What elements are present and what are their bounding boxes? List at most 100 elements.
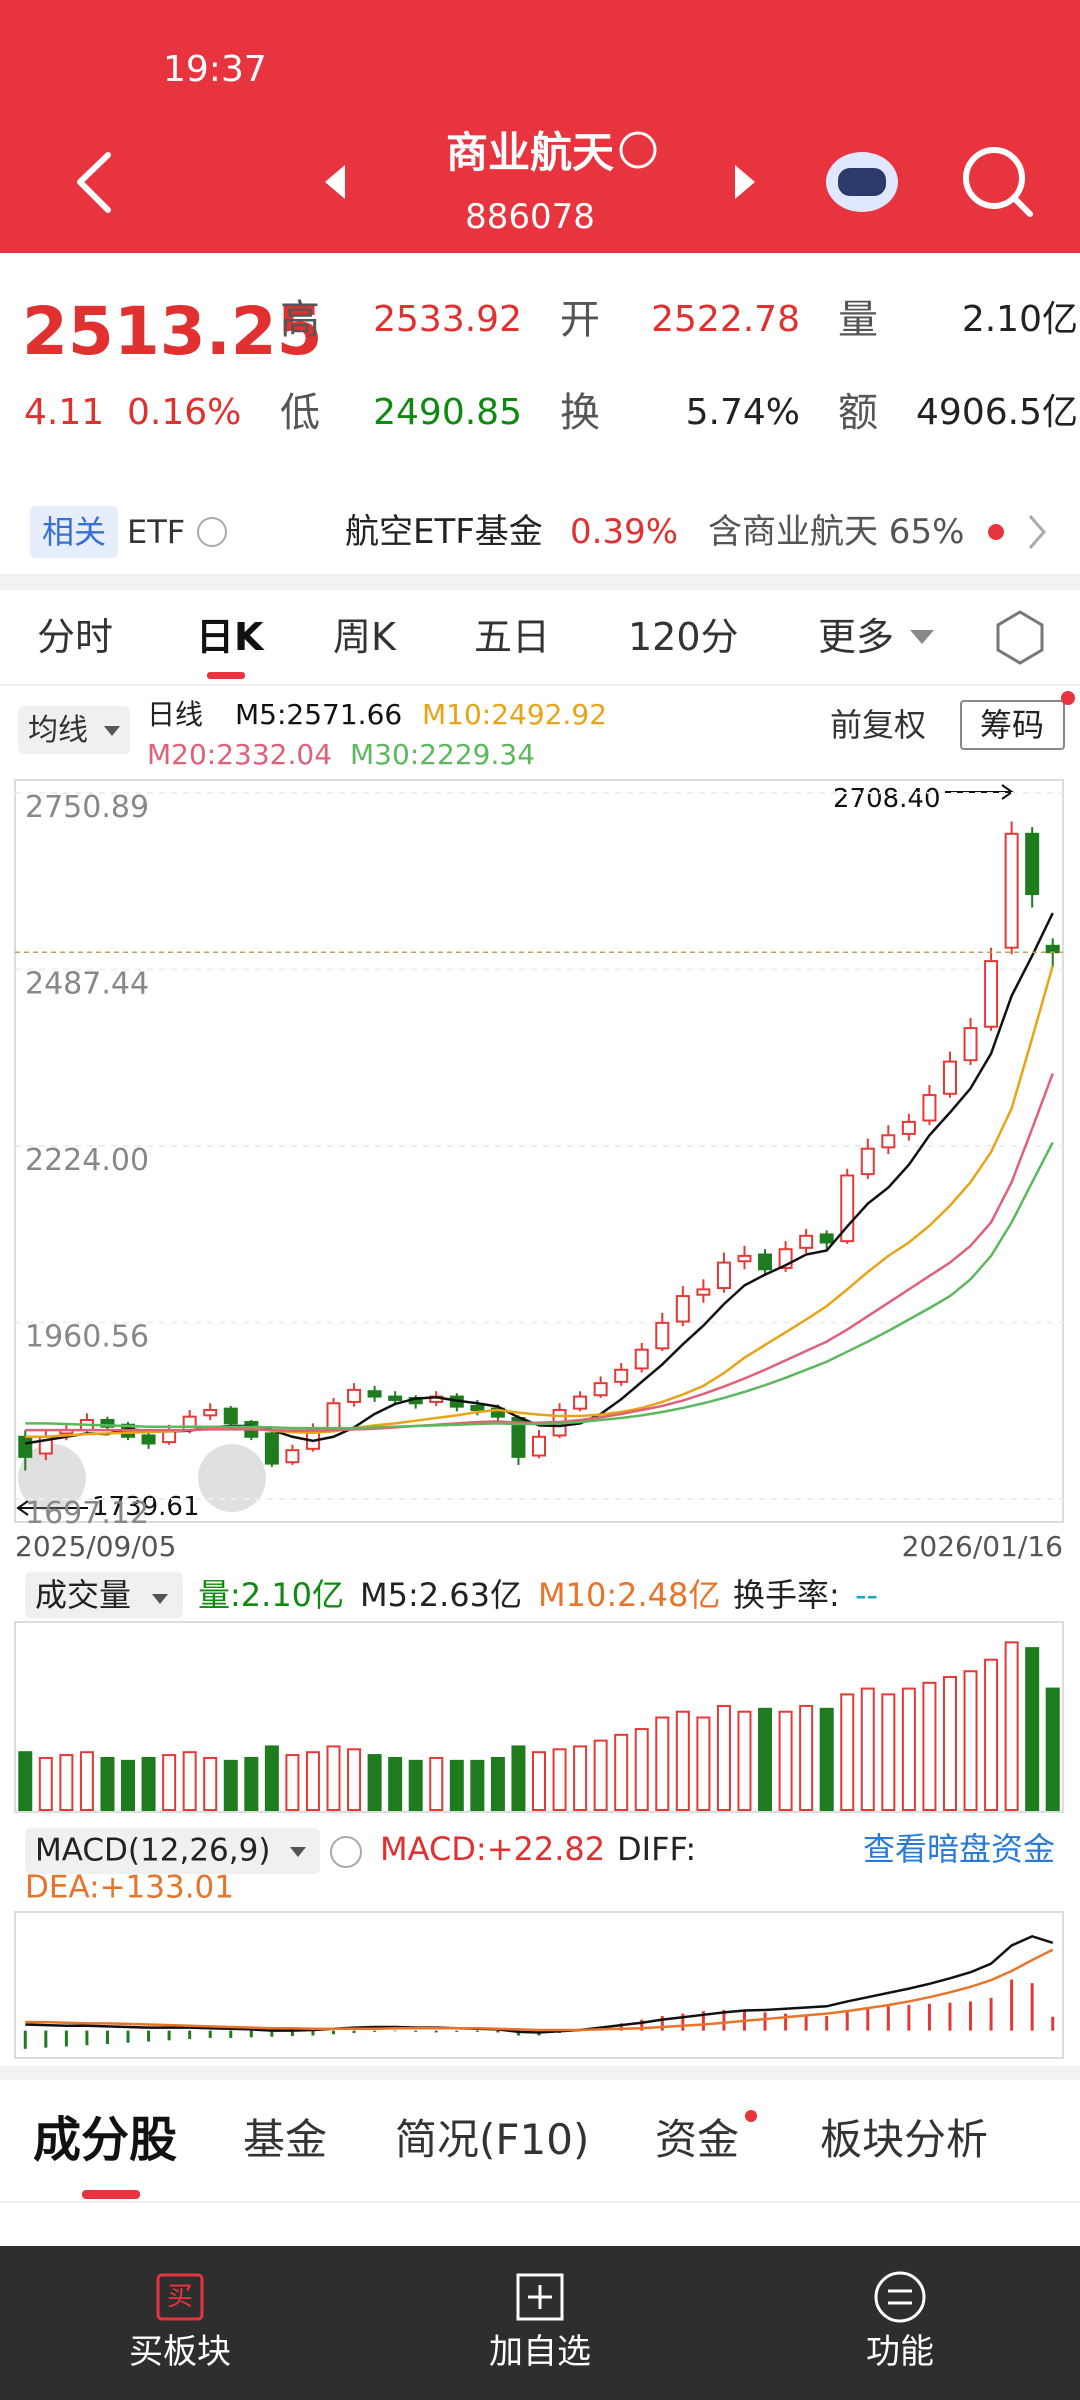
tab[interactable]: 五日	[474, 615, 551, 659]
header	[0, 0, 1080, 253]
volume-bar	[367, 1754, 382, 1811]
candle-body	[634, 1348, 649, 1370]
candle-body	[922, 1094, 937, 1122]
field-value: 2490.85	[373, 392, 522, 433]
nav-item[interactable]: 买板块	[129, 2332, 231, 2372]
field-label: 量	[838, 297, 878, 343]
volume-bar	[696, 1716, 711, 1811]
nav-item[interactable]: 加自选	[489, 2332, 591, 2372]
volume-bar	[963, 1670, 978, 1811]
bottom-tab[interactable]: 资金	[655, 2115, 740, 2164]
chevron[interactable]	[1028, 515, 1046, 549]
volume-bar	[655, 1716, 670, 1811]
tab[interactable]: 周K	[333, 615, 396, 659]
tab[interactable]: 分时	[37, 615, 114, 659]
tag: 相关	[41, 513, 107, 551]
macd-selector[interactable]: MACD(12,26,9)	[35, 1832, 271, 1869]
tab-active[interactable]: 日K	[196, 615, 264, 659]
next-icon[interactable]	[735, 165, 755, 199]
volume-bar	[79, 1751, 94, 1811]
volume-selector[interactable]: 成交量	[35, 1576, 132, 1614]
add-icon[interactable]	[516, 2273, 564, 2321]
buy-icon[interactable]	[156, 2273, 204, 2321]
volume-bar	[1025, 1647, 1040, 1811]
candle-body	[1045, 944, 1060, 954]
min-arrow-head	[16, 1500, 29, 1516]
volume-legend: M10:2.48亿	[538, 1576, 721, 1614]
bottom-tab[interactable]: 简况(F10)	[395, 2115, 590, 2164]
volume-bar	[593, 1739, 608, 1811]
more-caret	[910, 630, 934, 644]
header-icons	[77, 131, 1033, 217]
volume-bar	[100, 1756, 115, 1811]
dot	[988, 524, 1004, 540]
help-icon[interactable]	[330, 1836, 362, 1868]
candle-body	[881, 1134, 896, 1149]
candle-body	[614, 1368, 629, 1383]
status-time: 19:37	[163, 49, 267, 90]
tag-bg	[30, 506, 118, 558]
candle-body	[737, 1254, 752, 1263]
volume-bar	[470, 1759, 485, 1811]
etf[interactable]: ETF	[127, 513, 186, 551]
candle-body	[264, 1432, 279, 1465]
fund[interactable]: 航空ETF基金	[345, 512, 543, 552]
candle-body	[100, 1419, 115, 1428]
chart-frame	[14, 779, 1064, 1523]
volume-bar	[737, 1710, 752, 1811]
tab[interactable]: 更多	[818, 615, 895, 659]
field-label: 高	[280, 297, 320, 343]
volume-bar	[490, 1756, 505, 1811]
volume-bar	[860, 1687, 875, 1811]
settings-icon[interactable]	[996, 610, 1044, 665]
nav-icon[interactable]: 买	[166, 2282, 194, 2312]
volume-bar	[799, 1704, 814, 1811]
tab-underline	[207, 672, 245, 679]
date-label: 2025/09/05	[15, 1530, 177, 1563]
volume-frame	[14, 1621, 1064, 1813]
ma-selector[interactable]: 均线	[28, 713, 88, 748]
volume-bar	[223, 1759, 238, 1811]
dark-pool-link[interactable]: 查看暗盘资金	[862, 1830, 1055, 1868]
volume-bar	[901, 1687, 916, 1811]
dot	[745, 2110, 757, 2122]
nav-item[interactable]: 功能	[866, 2332, 934, 2372]
volume-bar	[614, 1733, 629, 1811]
bottom-tab[interactable]: 板块分析	[820, 2115, 989, 2164]
volume-bar	[573, 1745, 588, 1811]
prev-icon[interactable]	[325, 165, 345, 199]
fullscreen-button[interactable]	[198, 1444, 266, 1512]
field-value: 2522.78	[651, 299, 800, 340]
volume-bar	[819, 1707, 834, 1811]
volume-bar	[121, 1759, 136, 1811]
candle-body	[1004, 832, 1019, 949]
volume-bar	[778, 1710, 793, 1811]
selector-bg	[25, 1828, 320, 1874]
candle-body	[388, 1395, 403, 1401]
candle-body	[285, 1449, 300, 1464]
adjust[interactable]: 前复权	[830, 706, 927, 744]
ma-line	[25, 912, 1054, 1445]
help-icon[interactable]	[197, 517, 227, 547]
collapse-button[interactable]	[18, 1444, 86, 1512]
bottom-tab-active[interactable]: 成分股	[33, 2112, 178, 2168]
volume-bar	[922, 1681, 937, 1811]
bottom-tab[interactable]: 基金	[243, 2115, 328, 2164]
tab[interactable]: 120分	[628, 615, 739, 659]
func-lines	[888, 2289, 912, 2305]
ma-line	[25, 965, 1054, 1439]
chips-label[interactable]: 筹码	[979, 706, 1045, 744]
volume-bar	[716, 1704, 731, 1811]
change: 4.11	[24, 392, 105, 433]
volume-bar	[244, 1756, 259, 1811]
volume-bar	[984, 1658, 999, 1811]
volume-bar	[840, 1693, 855, 1811]
volume-bar	[1045, 1687, 1060, 1811]
chips-button[interactable]	[960, 700, 1065, 750]
dea-legend: DEA:+133.01	[25, 1869, 235, 1906]
candle-body	[1025, 832, 1040, 896]
func-icon[interactable]	[874, 2271, 926, 2323]
volume-bar	[511, 1745, 526, 1811]
price: 2513.25	[22, 293, 323, 370]
